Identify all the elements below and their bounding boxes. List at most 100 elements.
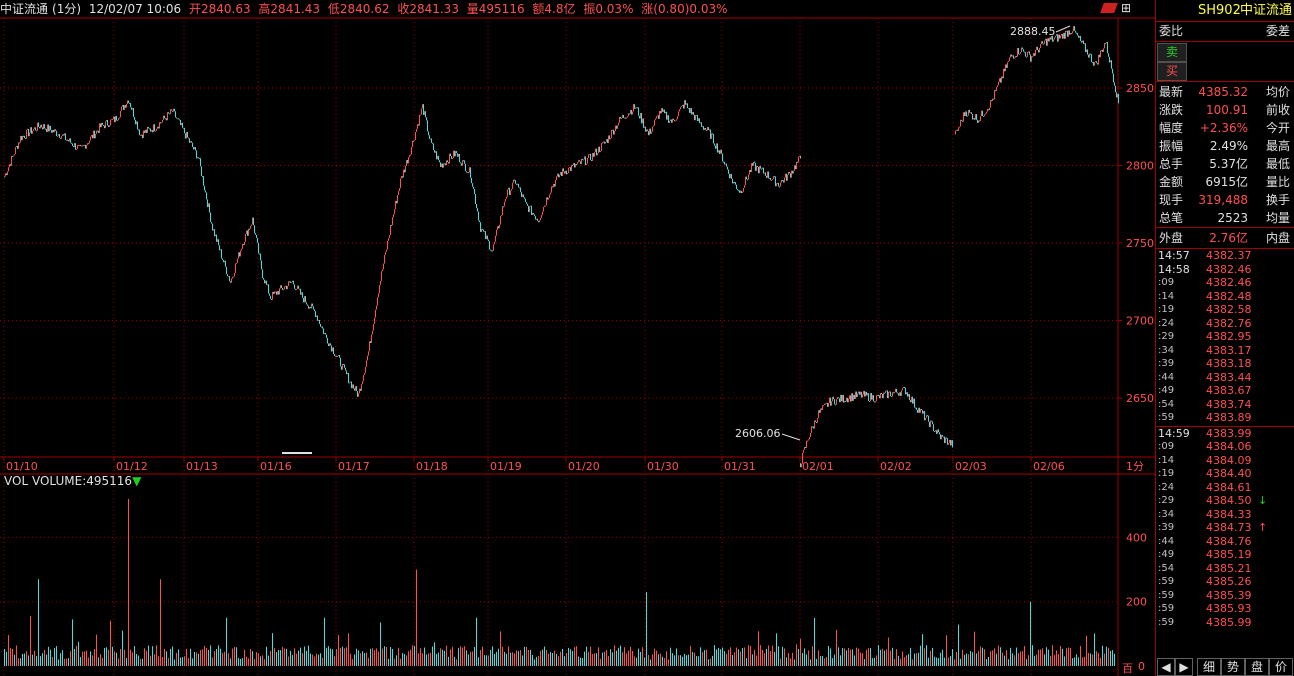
price-segment xyxy=(218,239,219,246)
price-segment xyxy=(454,150,455,157)
sell-row: 卖 xyxy=(1156,43,1294,62)
price-segment xyxy=(683,104,684,109)
scroll-right-icon[interactable]: ▶ xyxy=(1175,658,1193,676)
price-series xyxy=(4,26,1119,468)
price-segment xyxy=(327,337,328,344)
price-segment xyxy=(793,170,794,174)
price-segment xyxy=(461,163,462,166)
volume-bar xyxy=(556,653,557,666)
volume-bar xyxy=(472,651,473,666)
volume-bar xyxy=(1104,653,1105,666)
price-segment xyxy=(176,117,177,119)
price-segment xyxy=(550,192,551,195)
volume-bar xyxy=(616,650,617,666)
volume-bar xyxy=(868,648,869,666)
price-segment xyxy=(947,438,948,445)
volume-bar xyxy=(470,651,471,666)
price-segment xyxy=(255,233,256,235)
price-segment xyxy=(415,131,416,140)
price-segment xyxy=(925,417,926,421)
volume-bar xyxy=(952,649,953,666)
tab-trend[interactable]: 势 xyxy=(1221,658,1245,676)
price-segment xyxy=(1067,30,1068,37)
volume-bar xyxy=(592,654,593,666)
price-axis-tick: 2850 xyxy=(1126,82,1154,95)
price-segment xyxy=(556,176,557,181)
volume-bar xyxy=(684,653,685,666)
price-segment xyxy=(613,129,614,135)
price-segment xyxy=(1095,61,1096,63)
price-segment xyxy=(96,130,97,134)
tick-row: :54 4385.21 xyxy=(1156,562,1294,576)
price-segment xyxy=(671,119,672,123)
price-segment xyxy=(263,277,264,280)
price-segment xyxy=(271,298,272,300)
volume-bar xyxy=(708,659,709,666)
price-segment xyxy=(887,390,888,399)
volume-bar xyxy=(844,648,845,666)
volume-bar xyxy=(442,649,443,666)
volume-bar xyxy=(570,649,571,666)
price-segment xyxy=(997,85,998,88)
volume-label-text: VOL VOLUME: xyxy=(4,474,87,488)
volume-bar xyxy=(88,657,89,666)
chart-menu-icon[interactable]: ⊞ xyxy=(1121,1,1132,15)
price-segment xyxy=(697,115,698,122)
price-segment xyxy=(97,130,98,132)
volume-bar xyxy=(986,659,987,666)
chart-grid xyxy=(0,17,1155,676)
price-segment xyxy=(43,124,44,130)
price-segment xyxy=(967,115,968,117)
price-segment xyxy=(936,430,937,434)
tick-time: 14:58 xyxy=(1158,262,1190,276)
price-segment xyxy=(752,163,753,166)
price-segment xyxy=(710,129,711,139)
price-segment xyxy=(720,149,721,154)
price-segment xyxy=(448,162,449,164)
price-segment xyxy=(1084,43,1085,45)
price-segment xyxy=(609,135,610,140)
price-segment xyxy=(1055,35,1056,38)
price-segment xyxy=(276,291,277,295)
price-segment xyxy=(322,326,323,329)
volume-bar xyxy=(440,648,441,666)
quote-side-panel: SH902 中证流通 委比 委差 卖 买 最新 4385.32 均价 涨跌 100.91… xyxy=(1155,0,1294,676)
price-segment xyxy=(1001,76,1002,83)
price-segment xyxy=(426,117,427,121)
volume-bar xyxy=(836,629,837,666)
price-segment xyxy=(904,386,905,388)
volume-bar xyxy=(550,651,551,666)
volume-bar xyxy=(508,646,509,666)
price-segment xyxy=(326,334,327,338)
volume-bar xyxy=(722,647,723,666)
price-segment xyxy=(200,158,201,167)
price-segment xyxy=(329,343,330,347)
volume-bar xyxy=(418,653,419,666)
price-segment xyxy=(42,127,43,130)
tab-price[interactable]: 价 xyxy=(1269,658,1293,676)
price-segment xyxy=(373,323,374,331)
volume-bar xyxy=(808,650,809,666)
price-segment xyxy=(1029,51,1030,55)
price-segment xyxy=(920,408,921,413)
volume-bar xyxy=(918,652,919,666)
tab-orderbook[interactable]: 盘 xyxy=(1245,658,1269,676)
volume-bar xyxy=(272,633,273,666)
price-segment xyxy=(355,386,356,391)
scroll-position-marker[interactable] xyxy=(282,452,312,454)
price-segment xyxy=(479,220,480,223)
price-segment xyxy=(787,174,788,181)
price-segment xyxy=(501,215,502,217)
volume-bar xyxy=(420,648,421,666)
price-segment xyxy=(894,392,895,394)
price-segment xyxy=(278,291,279,295)
scroll-left-icon[interactable]: ◀ xyxy=(1157,658,1175,676)
price-segment xyxy=(32,130,33,134)
volume-bar xyxy=(514,653,515,666)
volume-bar xyxy=(608,656,609,666)
price-segment xyxy=(786,173,787,181)
price-segment xyxy=(800,463,801,468)
volume-bar xyxy=(256,652,257,666)
tab-detail[interactable]: 细 xyxy=(1197,658,1221,676)
